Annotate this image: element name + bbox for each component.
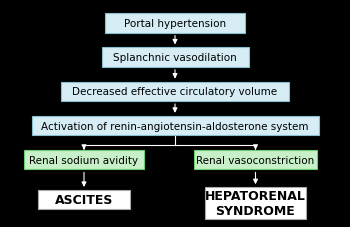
Text: Renal vasoconstriction: Renal vasoconstriction bbox=[196, 155, 315, 165]
Text: Decreased effective circulatory volume: Decreased effective circulatory volume bbox=[72, 87, 278, 97]
Text: ASCITES: ASCITES bbox=[55, 193, 113, 206]
FancyBboxPatch shape bbox=[105, 14, 245, 33]
Text: Activation of renin-angiotensin-aldosterone system: Activation of renin-angiotensin-aldoster… bbox=[41, 121, 309, 131]
Text: Renal sodium avidity: Renal sodium avidity bbox=[29, 155, 139, 165]
FancyBboxPatch shape bbox=[205, 187, 306, 219]
FancyBboxPatch shape bbox=[38, 190, 130, 209]
FancyBboxPatch shape bbox=[61, 82, 289, 102]
Text: Portal hypertension: Portal hypertension bbox=[124, 19, 226, 29]
Text: HEPATORENAL
SYNDROME: HEPATORENAL SYNDROME bbox=[205, 189, 306, 217]
FancyBboxPatch shape bbox=[102, 48, 248, 68]
FancyBboxPatch shape bbox=[194, 150, 317, 170]
FancyBboxPatch shape bbox=[32, 116, 318, 136]
Text: Splanchnic vasodilation: Splanchnic vasodilation bbox=[113, 53, 237, 63]
FancyBboxPatch shape bbox=[25, 150, 144, 170]
